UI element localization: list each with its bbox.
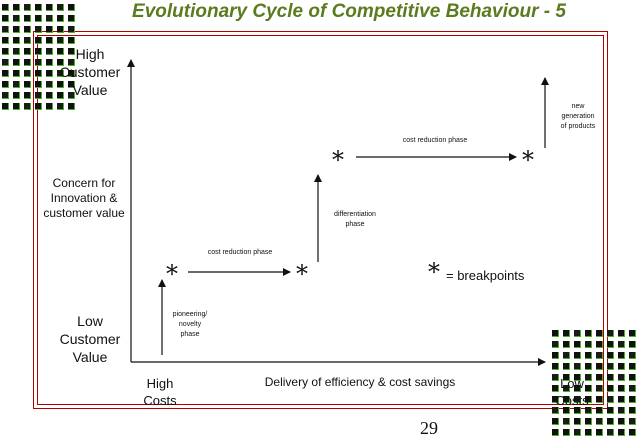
decorative-dot-grid-top-left bbox=[2, 4, 76, 111]
breakpoint-marker-3: * bbox=[332, 146, 344, 174]
breakpoint-marker-4: * bbox=[522, 146, 534, 174]
x-axis-middle-label: Delivery of efficiency & cost savings bbox=[264, 375, 456, 389]
pioneering-phase-label: pioneering/ novelty phase bbox=[172, 311, 208, 338]
decorative-dot-grid-bottom-right bbox=[552, 330, 637, 437]
slide-frame-inner bbox=[37, 35, 604, 405]
y-axis-middle-label: Concern for Innovation & customer value bbox=[43, 176, 125, 220]
slide-title: Evolutionary Cycle of Competitive Behavi… bbox=[132, 1, 566, 22]
breakpoint-marker-1: * bbox=[166, 260, 178, 288]
y-axis-top-label: High Customer Value bbox=[59, 46, 121, 98]
x-axis-right-label: Low Costs bbox=[555, 376, 589, 408]
x-axis-left-label: High Costs bbox=[143, 376, 177, 408]
slide-frame-outer bbox=[33, 31, 608, 409]
page-number: 29 bbox=[420, 418, 438, 438]
y-axis-bottom-label: Low Customer Value bbox=[59, 313, 121, 365]
differentiation-phase-label: differentiation phase bbox=[334, 211, 376, 228]
breakpoint-marker-2: * bbox=[296, 260, 308, 288]
cost-reduction-phase-label-2: cost reduction phase bbox=[402, 137, 468, 144]
cost-reduction-phase-label-1: cost reduction phase bbox=[207, 249, 273, 256]
legend-text: = breakpoints bbox=[446, 267, 525, 283]
legend-star-symbol: * bbox=[428, 258, 440, 286]
new-generation-label: new generation of products bbox=[560, 103, 596, 130]
breakpoints-legend: * = breakpoints bbox=[428, 260, 524, 284]
